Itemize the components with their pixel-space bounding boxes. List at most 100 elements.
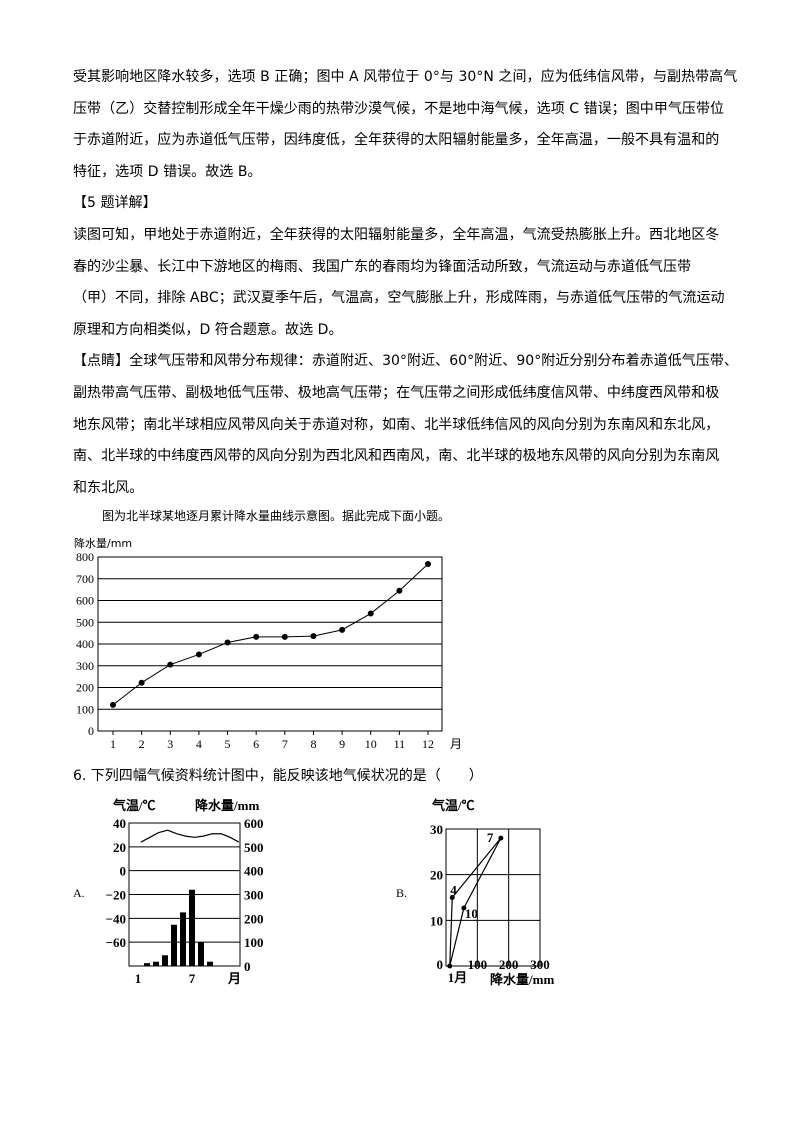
data-point bbox=[310, 633, 317, 640]
text-line: 春的沙尘暴、长江中下游地区的梅雨、我国广东的春雨均为锋面活动所致，气流运动与赤道… bbox=[73, 258, 692, 275]
text-line: 地东风带；南北半球相应风带风向关于赤道对称，如南、北半球低纬信风的风向分别为东南… bbox=[73, 416, 720, 433]
data-point bbox=[195, 651, 202, 658]
y-tick-label: 700 bbox=[76, 572, 94, 586]
x-axis-label: 降水量/mm bbox=[490, 972, 554, 987]
text-line: 副热带高气压带、副极地低气压带、极地高气压带；在气压带之间形成低纬度信风带、中纬… bbox=[73, 385, 720, 401]
y-tick-label: 0 bbox=[88, 724, 94, 738]
data-point bbox=[461, 905, 467, 911]
precipitation-bar bbox=[171, 924, 177, 966]
point-label: 7 bbox=[487, 830, 494, 845]
right-y-tick-label: 600 bbox=[244, 816, 264, 831]
x-tick-label: 200 bbox=[499, 957, 519, 972]
data-point bbox=[367, 610, 374, 617]
point-label: 4 bbox=[450, 883, 457, 898]
y-axis-label: 降水量/mm bbox=[74, 536, 132, 550]
left-y-axis-label: 气温/℃ bbox=[113, 798, 156, 813]
plot-frame bbox=[97, 556, 443, 732]
option-b-label: B. bbox=[396, 886, 408, 900]
x-tick-label: 10 bbox=[365, 737, 377, 751]
text-line: 受其影响地区降水较多，选项 B 正确；图中 A 风带位于 0°与 30°N 之间… bbox=[73, 69, 738, 85]
precipitation-bar bbox=[180, 912, 186, 966]
text-line: 【点睛】全球气压带和风带分布规律：赤道附近、30°附近、60°附近、90°附近分… bbox=[73, 353, 738, 370]
x-tick-label: 100 bbox=[468, 957, 488, 972]
text-line: （甲）不同，排除 ABC；武汉夏季午后，气温高，空气膨胀上升，形成阵雨，与赤道低… bbox=[73, 290, 725, 307]
text-line: 读图可知，甲地处于赤道附近，全年获得的太阳辐射能量多，全年高温，气流受热膨胀上升… bbox=[73, 227, 720, 243]
y-tick-label: 600 bbox=[76, 594, 94, 608]
data-point bbox=[396, 587, 403, 594]
data-point bbox=[281, 633, 288, 640]
x-tick-label: 5 bbox=[225, 737, 231, 751]
figure-caption: 图为北半球某地逐月累计降水量曲线示意图。据此完成下面小题。 bbox=[102, 509, 451, 523]
y-tick-label: 30 bbox=[430, 822, 443, 837]
data-point bbox=[138, 679, 145, 686]
x-tick-label: 3 bbox=[167, 737, 173, 751]
question-6: 6. 下列四幅气候资料统计图中，能反映该地气候状况的是（ ） bbox=[73, 768, 483, 784]
y-tick-label: 300 bbox=[76, 659, 94, 673]
left-y-tick-label: −60 bbox=[106, 935, 126, 950]
text-line: 【5 题详解】 bbox=[73, 195, 157, 212]
x-tick-label: 1 bbox=[135, 971, 142, 986]
right-y-axis-label: 降水量/mm bbox=[195, 798, 259, 813]
x-tick-label: 7 bbox=[282, 737, 288, 751]
climate-path bbox=[449, 837, 502, 967]
point-label: 1月 bbox=[448, 970, 468, 985]
y-tick-label: 500 bbox=[76, 615, 94, 629]
data-point bbox=[110, 701, 116, 708]
y-axis-label: 气温/℃ bbox=[432, 798, 475, 813]
x-tick-label: 6 bbox=[253, 737, 259, 751]
text-line: 南、北半球的中纬度西风带的风向分别为西北风和西南风，南、北半球的极地东风带的风向… bbox=[73, 448, 720, 465]
y-tick-label: 100 bbox=[76, 702, 94, 716]
text-line: 特征，选项 D 错误。故选 B。 bbox=[73, 163, 262, 180]
y-tick-label: 400 bbox=[76, 637, 94, 651]
x-tick-label: 7 bbox=[189, 971, 196, 986]
series-line bbox=[112, 563, 429, 706]
precipitation-bar bbox=[198, 942, 204, 966]
text-line: 和东北风。 bbox=[73, 479, 144, 496]
temperature-curve bbox=[140, 829, 240, 843]
precipitation-bar bbox=[189, 889, 195, 966]
data-point bbox=[224, 639, 231, 646]
data-point bbox=[339, 626, 346, 633]
plot-frame bbox=[445, 828, 541, 967]
x-tick-label: 4 bbox=[196, 737, 202, 751]
y-tick-label: 200 bbox=[76, 681, 94, 695]
x-tick-label: 9 bbox=[339, 737, 345, 751]
y-tick-label: 20 bbox=[430, 868, 443, 883]
precipitation-bar bbox=[207, 961, 213, 966]
precipitation-bar bbox=[153, 961, 159, 966]
x-axis-unit: 月 bbox=[450, 737, 462, 751]
left-y-tick-label: −40 bbox=[106, 911, 126, 926]
data-point bbox=[449, 895, 455, 900]
text-line: 于赤道附近，应为赤道低气压带，因纬度低，全年获得的太阳辐射能量多，全年高温，一般… bbox=[73, 132, 720, 149]
data-point bbox=[253, 633, 260, 640]
y-tick-label: 10 bbox=[430, 913, 443, 928]
precipitation-bar bbox=[162, 955, 168, 966]
x-tick-label: 1 bbox=[110, 737, 116, 751]
left-y-tick-label: 40 bbox=[113, 816, 126, 831]
right-y-tick-label: 200 bbox=[244, 911, 264, 926]
right-y-tick-label: 100 bbox=[244, 935, 264, 950]
x-tick-label: 2 bbox=[139, 737, 145, 751]
left-y-tick-label: 0 bbox=[120, 864, 127, 879]
data-point bbox=[425, 560, 431, 567]
x-tick-label: 11 bbox=[394, 737, 406, 751]
y-tick-label: 800 bbox=[76, 550, 94, 564]
x-axis-unit: 月 bbox=[227, 971, 241, 986]
data-point bbox=[498, 835, 504, 841]
precipitation-bar bbox=[144, 963, 150, 966]
data-point bbox=[447, 963, 453, 969]
right-y-tick-label: 500 bbox=[244, 840, 264, 855]
left-y-tick-label: 20 bbox=[113, 840, 126, 855]
x-tick-label: 8 bbox=[310, 737, 316, 751]
left-y-tick-label: −20 bbox=[106, 888, 126, 903]
x-tick-label: 0 bbox=[437, 957, 444, 972]
data-point bbox=[167, 661, 174, 668]
option-a-label: A. bbox=[73, 886, 85, 900]
right-y-tick-label: 400 bbox=[244, 864, 264, 879]
right-y-tick-label: 300 bbox=[244, 888, 264, 903]
text-line: 原理和方向相类似，D 符合题意。故选 D。 bbox=[73, 321, 343, 338]
text-line: 压带（乙）交替控制形成全年干燥少雨的热带沙漠气候，不是地中海气候，选项 C 错误… bbox=[73, 100, 725, 117]
right-y-tick-label: 0 bbox=[244, 959, 251, 974]
